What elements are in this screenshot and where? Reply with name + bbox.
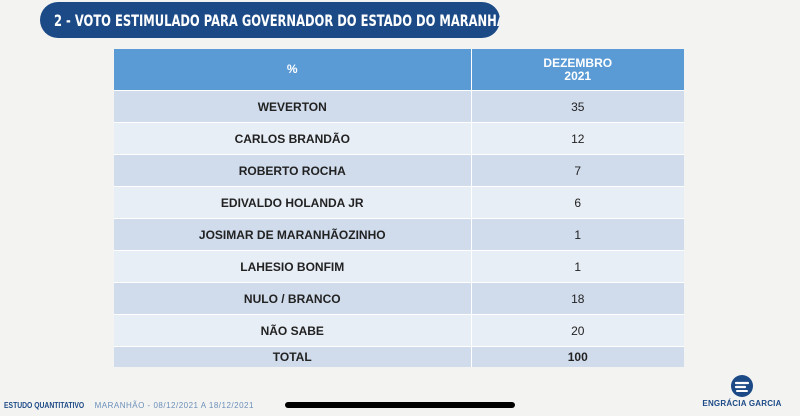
header-period-month: DEZEMBRO bbox=[543, 55, 613, 70]
candidate-value: 7 bbox=[471, 154, 684, 187]
footer-region-dates: MARANHÃO - 08/12/2021 A 18/12/2021 bbox=[94, 401, 254, 410]
candidate-value: 6 bbox=[471, 186, 684, 219]
table-row: JOSIMAR DE MARANHÃOZINHO 1 bbox=[114, 218, 684, 251]
candidate-name: WEVERTON bbox=[114, 90, 472, 123]
header-period-year: 2021 bbox=[564, 68, 592, 83]
candidate-name: NULO / BRANCO bbox=[114, 282, 472, 315]
home-indicator-bar[interactable] bbox=[285, 402, 515, 408]
candidate-name: NÃO SABE bbox=[114, 314, 472, 347]
table-row: EDIVALDO HOLANDA JR 6 bbox=[114, 186, 684, 219]
candidate-name: EDIVALDO HOLANDA JR bbox=[114, 186, 472, 219]
footer-study-label: ESTUDO QUANTITATIVO bbox=[4, 401, 85, 410]
candidate-name: JOSIMAR DE MARANHÃOZINHO bbox=[114, 218, 472, 251]
engracia-garcia-logo-icon bbox=[731, 375, 753, 397]
total-label: TOTAL bbox=[114, 346, 472, 367]
candidate-value: 20 bbox=[471, 314, 684, 347]
candidate-value: 1 bbox=[471, 218, 684, 251]
table-row: WEVERTON 35 bbox=[114, 90, 684, 123]
page-title: 2 - VOTO ESTIMULADO PARA GOVERNADOR DO E… bbox=[54, 10, 500, 30]
table-row: NÃO SABE 20 bbox=[114, 314, 684, 347]
brand-name: ENGRÁCIA GARCIA bbox=[702, 399, 782, 408]
total-value: 100 bbox=[471, 346, 684, 367]
table-row: ROBERTO ROCHA 7 bbox=[114, 154, 684, 187]
candidate-name: LAHESIO BONFIM bbox=[114, 250, 472, 283]
candidate-name: ROBERTO ROCHA bbox=[114, 154, 472, 187]
results-table: % DEZEMBRO 2021 WEVERTON 35 CARLOS BRAND… bbox=[114, 49, 684, 367]
page-title-banner: 2 - VOTO ESTIMULADO PARA GOVERNADOR DO E… bbox=[40, 2, 500, 38]
candidate-value: 1 bbox=[471, 250, 684, 283]
brand-logo: ENGRÁCIA GARCIA bbox=[694, 374, 790, 416]
table-row: LAHESIO BONFIM 1 bbox=[114, 250, 684, 283]
table-row: NULO / BRANCO 18 bbox=[114, 282, 684, 315]
header-percent: % bbox=[114, 49, 472, 91]
table-header-row: % DEZEMBRO 2021 bbox=[114, 49, 684, 91]
footer-study-info: ESTUDO QUANTITATIVO MARANHÃO - 08/12/202… bbox=[4, 401, 254, 410]
header-period: DEZEMBRO 2021 bbox=[471, 49, 684, 91]
candidate-value: 18 bbox=[471, 282, 684, 315]
total-row: TOTAL 100 bbox=[114, 346, 684, 367]
candidate-value: 35 bbox=[471, 90, 684, 123]
table-row: CARLOS BRANDÃO 12 bbox=[114, 122, 684, 155]
candidate-name: CARLOS BRANDÃO bbox=[114, 122, 472, 155]
candidate-value: 12 bbox=[471, 122, 684, 155]
